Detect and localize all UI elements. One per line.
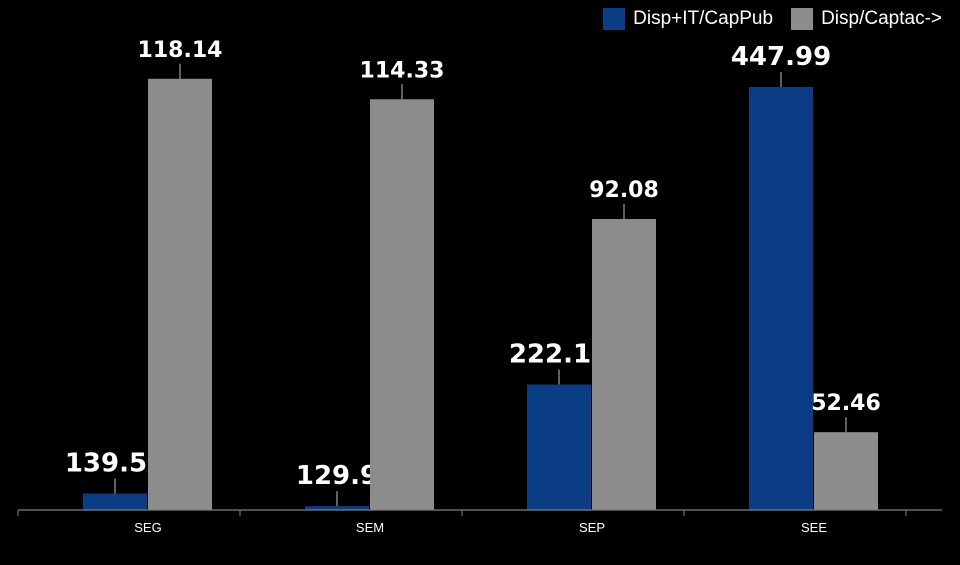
x-tick-label: SEM	[356, 520, 384, 535]
bar-disp-it-cappub-sem	[305, 506, 369, 510]
bar-disp-it-cappub-seg	[83, 493, 147, 510]
data-label: 447.99	[731, 42, 831, 72]
data-label: 114.33	[360, 58, 445, 83]
x-tick-label: SEE	[801, 520, 827, 535]
data-label: 92.08	[589, 178, 659, 203]
legend: Disp+IT/CapPub Disp/Captac->	[603, 8, 942, 30]
legend-swatch-series-2	[791, 8, 814, 30]
x-tick-label: SEG	[134, 520, 161, 535]
data-label: 129.9	[296, 461, 378, 491]
legend-item-series-2: Disp/Captac->	[791, 8, 942, 30]
bar-disp-captac--seg	[148, 78, 212, 510]
bar-disp-captac--see	[814, 432, 878, 510]
x-tick-label: SEP	[579, 520, 605, 535]
legend-label-series-1: Disp+IT/CapPub	[633, 8, 774, 29]
bar-disp-captac--sep	[592, 218, 656, 510]
data-label: 118.14	[138, 38, 223, 63]
bar-disp-captac--sem	[370, 99, 434, 510]
data-label: 52.46	[811, 391, 881, 416]
bar-disp-it-cappub-sep	[527, 384, 591, 510]
legend-label-series-2: Disp/Captac->	[821, 8, 942, 29]
legend-item-series-1: Disp+IT/CapPub	[603, 8, 773, 30]
bar-disp-it-cappub-see	[749, 87, 813, 511]
legend-swatch-series-1	[603, 8, 626, 30]
